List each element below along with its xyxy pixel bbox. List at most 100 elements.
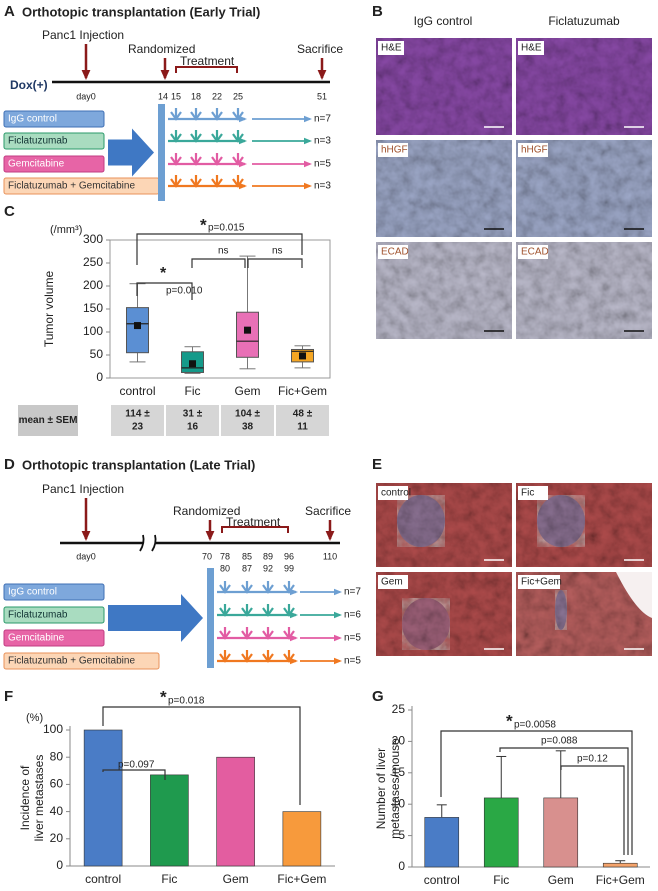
day-label: 14	[158, 91, 168, 101]
image-label: H&E	[381, 43, 402, 54]
arrow-head	[205, 531, 215, 541]
treatment-bracket	[175, 66, 238, 73]
lesion	[555, 590, 567, 630]
group-box	[3, 606, 105, 624]
annotation: p=0.088	[541, 736, 578, 747]
arrow-head	[239, 115, 247, 123]
panel-label: D	[4, 456, 15, 473]
treatment-arrow	[219, 607, 231, 617]
bar	[424, 817, 460, 868]
mean	[244, 326, 251, 334]
y-tick-label: 0	[56, 858, 63, 872]
y-tick-label: 20	[50, 831, 64, 845]
x-tick-label: Fic	[161, 872, 177, 886]
lesion	[537, 495, 585, 547]
day-label: 89	[263, 551, 273, 561]
treatment-arrow	[232, 111, 244, 121]
y-tick-label: 5	[398, 828, 405, 842]
treatment-arrow	[241, 653, 253, 663]
image-label-box	[518, 143, 548, 157]
annotation: p=0.018	[168, 696, 205, 707]
y-axis-label: Number of liver	[374, 748, 388, 829]
group-label: Ficlatuzumab + Gemcitabine	[8, 181, 135, 192]
day-label: 22	[212, 91, 222, 101]
bar	[150, 774, 189, 867]
y-axis-label: liver metastases	[32, 755, 46, 842]
arrow-head	[290, 611, 298, 619]
table-cell-text: 48 ±	[293, 409, 313, 420]
n-label: n=6	[344, 610, 361, 621]
y-tick-label: 250	[83, 255, 103, 269]
n-label: n=3	[314, 181, 331, 192]
x-tick-label: control	[85, 872, 121, 886]
y-tick-label: 20	[392, 734, 406, 748]
treatment-arrow	[170, 156, 182, 166]
y-tick-label: 300	[83, 232, 103, 246]
event-label: Randomized	[128, 42, 195, 56]
treatment-arrow	[219, 653, 231, 663]
group-box	[3, 629, 105, 647]
group-label: Ficlatuzumab + Gemcitabine	[8, 656, 135, 667]
image-label: H&E	[521, 43, 542, 54]
lesion	[397, 495, 445, 547]
image-label-box	[378, 575, 408, 589]
column-header: Ficlatuzumab	[548, 14, 620, 28]
mean	[189, 360, 196, 368]
treatment-arrow	[190, 156, 202, 166]
treatment-arrow	[283, 584, 295, 594]
image-label-box	[378, 245, 408, 259]
arrow-head	[334, 657, 342, 665]
arrow-head	[239, 160, 247, 168]
treatment-arrow	[170, 111, 182, 121]
day-label: 96	[284, 551, 294, 561]
day-label: day0	[76, 91, 96, 101]
image-label-box	[518, 575, 560, 589]
treatment-arrow	[190, 133, 202, 143]
panel-label: E	[372, 456, 382, 473]
treatment-arrow	[219, 584, 231, 594]
x-tick-label: Gem	[548, 873, 574, 887]
table-cell	[276, 405, 329, 436]
significance-bracket	[102, 769, 166, 780]
arrow-head	[334, 611, 342, 619]
treatment-arrow	[262, 653, 274, 663]
arrow-head	[290, 588, 298, 596]
treatment-arrow	[262, 630, 274, 640]
table-cell-text: 11	[297, 422, 308, 433]
tissue-edge	[616, 572, 652, 618]
event-label: Panc1 Injection	[42, 482, 124, 496]
arrow-head	[160, 70, 170, 80]
x-tick-label: control	[119, 384, 155, 398]
table-cell-text: 38	[242, 422, 254, 433]
y-tick-label: 0	[96, 370, 103, 384]
significance-bracket	[560, 765, 625, 855]
treatment-arrow	[241, 607, 253, 617]
big-arrow	[108, 594, 203, 642]
image-label: Fic+Gem	[521, 577, 562, 588]
day-label: 78	[220, 551, 230, 561]
table-cell-text: 114 ±	[125, 409, 150, 420]
group-label: Ficlatuzumab	[8, 136, 68, 147]
significance-bracket	[499, 747, 629, 855]
significance-bracket	[191, 258, 246, 268]
bar	[483, 797, 519, 868]
day-label: day0	[76, 551, 96, 561]
image-label-box	[378, 143, 408, 157]
event-label: Sacrifice	[305, 504, 351, 518]
bar	[543, 797, 579, 868]
image-label: Fic	[521, 488, 534, 499]
image-label: Gem	[381, 577, 403, 588]
timeline-break	[143, 535, 155, 551]
unit-label: (%)	[26, 712, 43, 724]
arrow-head	[239, 137, 247, 145]
arrow-head	[81, 531, 91, 541]
annotation: p=0.097	[118, 760, 155, 771]
dox-label: Dox(+)	[10, 78, 48, 92]
day-label: 85	[242, 551, 252, 561]
treatment-arrow	[170, 133, 182, 143]
annotation: p=0.010	[166, 286, 203, 297]
n-label: n=3	[314, 136, 331, 147]
table-header: mean ± SEM	[19, 415, 78, 426]
treatment-arrow	[211, 156, 223, 166]
day-label: 80	[220, 563, 230, 573]
